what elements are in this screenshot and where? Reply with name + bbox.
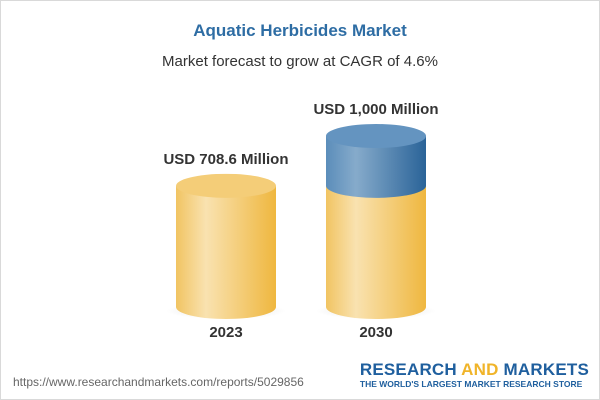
data-label: USD 1,000 Million xyxy=(313,101,438,118)
bar-top-2030 xyxy=(326,124,426,148)
logo-tagline: THE WORLD'S LARGEST MARKET RESEARCH STOR… xyxy=(359,379,583,389)
logo-wordmark: RESEARCH AND MARKETS xyxy=(359,360,589,379)
data-label: USD 708.6 Million xyxy=(163,151,288,168)
category-label: 2030 xyxy=(359,324,392,341)
cylinder-chart: USD 708.6 Million 2023 USD 1,000 Million 20… xyxy=(163,101,438,341)
bar-growth-2030 xyxy=(326,136,426,198)
category-label: 2023 xyxy=(209,324,242,341)
source-url[interactable]: https://www.researchandmarkets.com/repor… xyxy=(13,375,304,389)
bar-base-2030 xyxy=(326,185,426,319)
bar-base-2023 xyxy=(176,185,276,319)
chart-subtitle: Market forecast to grow at CAGR of 4.6% xyxy=(162,53,438,70)
research-and-markets-logo: RESEARCH AND MARKETS THE WORLD'S LARGEST… xyxy=(360,360,589,390)
bar-top-2023 xyxy=(176,173,276,198)
chart-title: Aquatic Herbicides Market xyxy=(193,21,407,40)
